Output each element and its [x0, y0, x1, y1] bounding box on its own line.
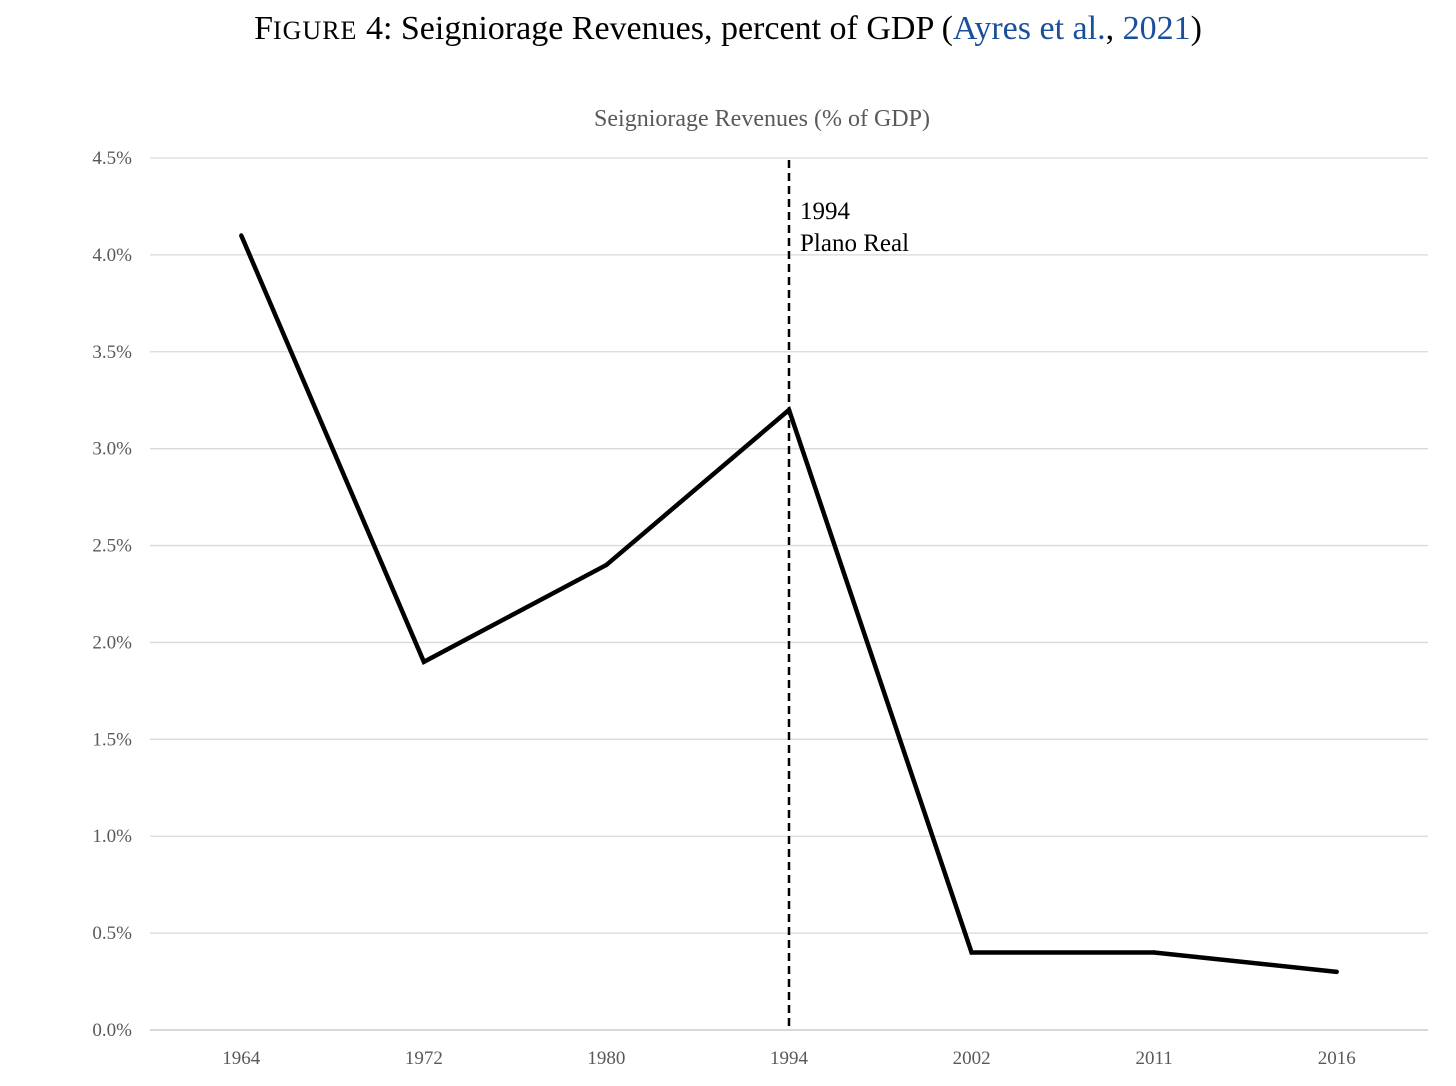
data-point: [786, 407, 792, 413]
data-point: [969, 950, 974, 955]
caption-close-paren: ): [1190, 10, 1202, 47]
caption-prefix-rest: IGURE: [273, 16, 358, 45]
data-point: [1151, 950, 1157, 955]
data-point: [421, 659, 427, 665]
caption-number: 4:: [365, 10, 393, 47]
figure-caption: FIGURE 4: Seigniorage Revenues, percent …: [0, 10, 1456, 48]
y-tick-label: 4.5%: [92, 148, 132, 169]
citation-year-link[interactable]: 2021: [1122, 10, 1191, 47]
x-tick-label: 2011: [1135, 1048, 1172, 1069]
x-tick-label: 2016: [1318, 1048, 1356, 1069]
y-tick-label: 1.0%: [92, 826, 132, 847]
y-tick-label: 3.0%: [92, 439, 132, 460]
chart-title: Seigniorage Revenues (% of GDP): [594, 106, 930, 132]
series-layer: [239, 233, 1339, 975]
x-tick-label: 2002: [953, 1048, 991, 1069]
y-tick-label: 2.0%: [92, 632, 132, 653]
caption-open-paren: (: [941, 10, 953, 47]
data-point: [239, 233, 244, 238]
x-tick-label: 1972: [405, 1048, 443, 1069]
caption-comma: ,: [1105, 10, 1115, 47]
y-axis-ticks: 0.0% 0.5% 1.0% 1.5% 2.0% 2.5% 3.0% 3.5% 4.0% 4.5%: [92, 148, 132, 1041]
data-point: [604, 562, 609, 568]
data-point: [1334, 969, 1339, 975]
caption-prefix-first: F: [254, 10, 273, 47]
plano-real-marker: 1994 Plano Real: [787, 160, 909, 1030]
plano-real-annotation-label: 1994: [800, 198, 851, 225]
citation-author-link[interactable]: Ayres et al.: [952, 10, 1106, 47]
caption-text: Seigniorage Revenues, percent of GDP: [400, 10, 934, 47]
plano-real-annotation-label: Plano Real: [800, 230, 909, 257]
x-tick-label: 1994: [770, 1048, 809, 1069]
y-tick-label: 3.5%: [92, 342, 132, 363]
x-tick-label: 1964: [222, 1048, 261, 1069]
y-tick-label: 4.0%: [92, 245, 132, 266]
y-tick-label: 0.0%: [92, 1020, 132, 1041]
y-tick-label: 0.5%: [92, 923, 132, 944]
x-tick-label: 1980: [587, 1048, 625, 1069]
y-tick-label: 1.5%: [92, 729, 132, 750]
x-axis-ticks: 1964 1972 1980 1994 2002 2011 2016: [222, 1048, 1355, 1069]
y-tick-label: 2.5%: [92, 536, 132, 557]
